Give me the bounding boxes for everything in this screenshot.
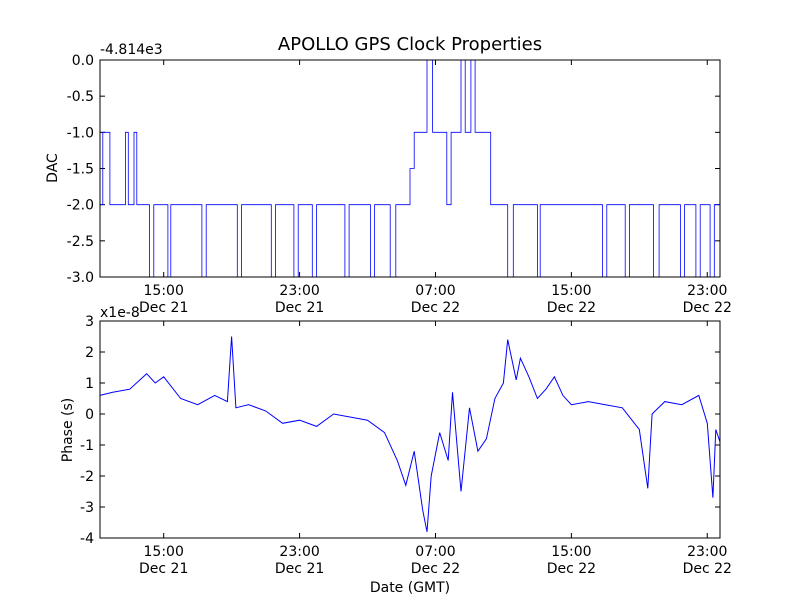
dac-x-tick-date: Dec 21 bbox=[275, 300, 324, 316]
dac-axes-frame bbox=[99, 59, 721, 278]
phase-offset-label: x1e-8 bbox=[100, 305, 140, 321]
phase-y-tick-label: -1 bbox=[80, 438, 94, 454]
dac-x-tick-time: 15:00 bbox=[551, 283, 591, 299]
dac-x-tick-time: 23:00 bbox=[279, 283, 319, 299]
phase-y-tick-label: 1 bbox=[85, 376, 94, 392]
dac-series-line bbox=[100, 59, 720, 278]
dac-x-tick-date: Dec 22 bbox=[547, 300, 596, 316]
dac-y-tick-label: -1.5 bbox=[67, 162, 94, 178]
dac-y-tick-label: -3.0 bbox=[67, 270, 94, 286]
dac-y-tick-label: -2.0 bbox=[67, 198, 94, 214]
phase-x-tick-time: 07:00 bbox=[415, 544, 455, 560]
dac-y-tick-label: -0.5 bbox=[67, 89, 94, 105]
phase-x-tick-date: Dec 22 bbox=[683, 561, 732, 577]
dac-y-tick-label: 0.0 bbox=[72, 53, 94, 69]
phase-series-line bbox=[99, 336, 721, 532]
dac-x-tick-date: Dec 22 bbox=[411, 300, 460, 316]
chart-title: APOLLO GPS Clock Properties bbox=[278, 34, 542, 55]
phase-y-tick-label: 2 bbox=[85, 345, 94, 361]
dac-y-axis-label: DAC bbox=[45, 153, 61, 183]
dac-offset-label: -4.814e3 bbox=[100, 42, 163, 58]
phase-y-axis-label: Phase (s) bbox=[60, 398, 76, 462]
dac-x-tick-time: 07:00 bbox=[415, 283, 455, 299]
phase-y-tick-label: -4 bbox=[80, 531, 94, 547]
dac-y-tick-label: -1.0 bbox=[67, 125, 94, 141]
phase-ticks: 3 2 1 0 -1 -2 -3 -4 bbox=[80, 314, 720, 547]
phase-x-tick-time: 23:00 bbox=[279, 544, 319, 560]
phase-y-tick-label: 0 bbox=[85, 407, 94, 423]
dac-x-tick-date: Dec 21 bbox=[139, 300, 188, 316]
dac-x-tick-date: Dec 22 bbox=[683, 300, 732, 316]
phase-y-tick-label: -2 bbox=[80, 469, 94, 485]
phase-x-tick-time: 23:00 bbox=[687, 544, 727, 560]
x-axis-label: Date (GMT) bbox=[370, 580, 450, 596]
phase-x-tick-date: Dec 21 bbox=[139, 561, 188, 577]
dac-x-tick-time: 23:00 bbox=[687, 283, 727, 299]
phase-x-tick-date: Dec 22 bbox=[411, 561, 460, 577]
dac-x-tick-time: 15:00 bbox=[144, 283, 184, 299]
phase-y-tick-label: 3 bbox=[85, 314, 94, 330]
phase-x-tick-date: Dec 21 bbox=[275, 561, 324, 577]
dac-panel: -4.814e3 DAC 0.0 -0.5 -1.0 -1.5 -2.0 -2.5 -3.0… bbox=[45, 42, 732, 316]
phase-x-tick-time: 15:00 bbox=[144, 544, 184, 560]
phase-x-tick-date: Dec 22 bbox=[547, 561, 596, 577]
dac-y-tick-label: -2.5 bbox=[67, 234, 94, 250]
phase-y-tick-label: -3 bbox=[80, 500, 94, 516]
phase-x-tick-time: 15:00 bbox=[551, 544, 591, 560]
dac-ticks: 0.0 -0.5 -1.0 -1.5 -2.0 -2.5 -3.0 bbox=[67, 53, 720, 286]
phase-axes-frame bbox=[99, 320, 721, 539]
